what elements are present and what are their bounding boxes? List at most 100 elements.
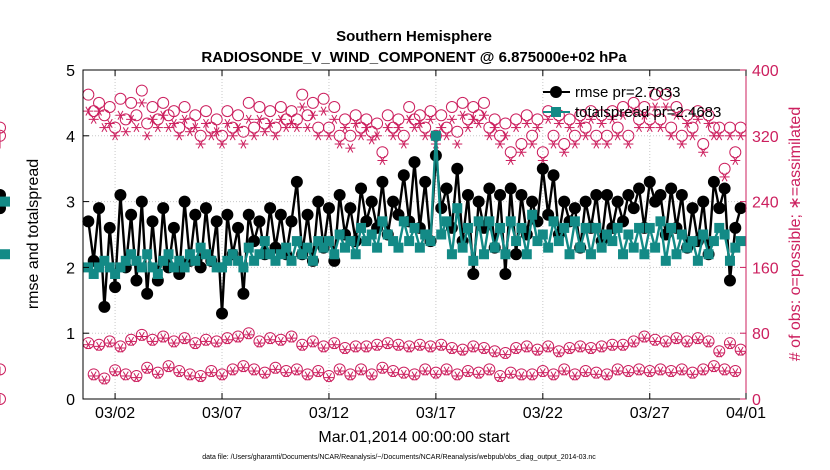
obs-possible-marker <box>531 113 544 126</box>
obs-assimilated-stroke <box>256 338 263 348</box>
totalspread-point <box>521 249 532 260</box>
obs-possible-marker <box>226 363 239 376</box>
obs-assimilated-marker <box>99 375 110 385</box>
obs-assimilated-marker <box>719 366 730 376</box>
totalspread-point <box>441 216 452 227</box>
obs-possible-marker <box>146 101 159 114</box>
obs-assimilated-stroke <box>144 364 151 374</box>
totalspread-point <box>168 262 179 273</box>
obs-possible-marker <box>344 368 357 381</box>
obs-assimilated-stroke <box>251 366 258 376</box>
obs-assimilated-marker <box>607 341 618 351</box>
obs-assimilated-stroke <box>668 368 675 378</box>
obs-assimilated-stroke <box>582 131 589 141</box>
rmse-point <box>98 300 111 313</box>
obs-assimilated-marker <box>227 131 238 141</box>
obs-assimilated-marker <box>660 338 671 348</box>
obs-assimilated-stroke <box>170 338 177 348</box>
obs-assimilated-stroke <box>475 118 482 129</box>
obs-assimilated-marker <box>249 366 260 376</box>
obs-possible-marker <box>686 366 699 379</box>
obs-assimilated-marker <box>650 102 661 112</box>
obs-assimilated-stroke <box>454 371 461 381</box>
totalspread-point <box>639 249 650 260</box>
rmse-point <box>440 182 453 195</box>
obs-possible-marker <box>611 121 624 134</box>
obs-assimilated-marker <box>115 343 126 353</box>
obs-possible-marker <box>360 113 373 126</box>
totalspread-point <box>372 242 383 253</box>
obs-assimilated-marker <box>511 345 522 355</box>
obs-assimilated-stroke <box>684 338 691 348</box>
obs-assimilated-marker <box>639 333 650 343</box>
obs-assimilated-stroke <box>443 366 450 376</box>
obs-possible-marker <box>103 335 116 348</box>
obs-possible-marker <box>376 361 389 374</box>
obs-assimilated-marker <box>254 338 265 348</box>
totalspread-point <box>735 236 746 247</box>
obs-possible-marker <box>237 125 250 138</box>
obs-assimilated-marker <box>457 110 468 120</box>
obs-assimilated-marker <box>446 345 457 355</box>
obs-assimilated-marker <box>174 368 185 378</box>
obs-assimilated-stroke <box>358 131 364 141</box>
totalspread-point <box>275 249 286 260</box>
obs-assimilated-stroke <box>277 114 284 124</box>
totalspread-point <box>532 236 543 247</box>
obs-assimilated-stroke <box>518 147 525 157</box>
rmse-point <box>365 195 378 208</box>
obs-assimilated-stroke <box>277 336 284 347</box>
obs-assimilated-marker <box>345 371 356 381</box>
obs-assimilated-marker <box>628 106 639 116</box>
obs-assimilated-marker <box>227 366 238 376</box>
totalspread-point <box>719 229 730 240</box>
totalspread-point <box>339 242 350 253</box>
obs-assimilated-stroke <box>293 122 300 133</box>
obs-assimilated-marker <box>564 345 575 355</box>
obs-possible-marker <box>520 109 533 122</box>
obs-assimilated-marker <box>682 118 693 129</box>
obs-assimilated-stroke <box>122 127 129 137</box>
rmse-point <box>504 182 517 195</box>
obs-possible-marker <box>306 335 319 348</box>
totalspread-point <box>254 249 265 260</box>
rmse-point <box>633 182 646 195</box>
obs-possible-marker <box>675 129 688 142</box>
obs-possible-marker <box>568 129 581 142</box>
rmse-point <box>135 195 148 208</box>
totalspread-point <box>623 229 634 240</box>
rmse-point <box>435 202 448 215</box>
obs-assimilated-marker <box>382 122 393 133</box>
obs-assimilated-marker <box>516 147 527 157</box>
obs-assimilated-stroke <box>320 343 327 353</box>
obs-possible-marker <box>697 363 710 376</box>
obs-assimilated-marker <box>698 366 709 376</box>
obs-assimilated-stroke <box>411 371 418 381</box>
obs-assimilated-stroke <box>315 368 322 378</box>
obs-assimilated-stroke <box>668 131 675 141</box>
totalspread-point <box>120 255 131 266</box>
obs-assimilated-marker <box>655 122 666 133</box>
obs-possible-marker <box>253 335 266 348</box>
obs-possible-marker <box>199 105 212 118</box>
obs-possible-marker <box>729 146 742 159</box>
obs-assimilated-stroke <box>652 102 659 112</box>
obs-assimilated-marker <box>489 122 500 133</box>
rmse-point <box>536 162 549 175</box>
obs-possible-marker <box>472 366 485 379</box>
obs-assimilated-stroke <box>358 366 364 376</box>
rmse-point <box>376 175 389 188</box>
obs-assimilated-stroke <box>710 363 717 373</box>
totalspread-point <box>479 249 490 260</box>
obs-assimilated-stroke <box>368 135 375 145</box>
obs-assimilated-stroke <box>475 369 482 379</box>
obs-assimilated-marker <box>211 338 222 348</box>
totalspread-point <box>436 229 447 240</box>
obs-assimilated-marker <box>334 366 345 376</box>
obs-assimilated-stroke <box>502 350 509 360</box>
obs-assimilated-marker <box>329 114 340 124</box>
legend-spread-label: totalspread pr=2.4683 <box>575 104 721 121</box>
legend: rmse pr=2.7033 totalspread pr=2.4683 <box>543 84 721 121</box>
obs-assimilated-stroke <box>700 147 707 157</box>
rmse-point <box>109 281 122 294</box>
